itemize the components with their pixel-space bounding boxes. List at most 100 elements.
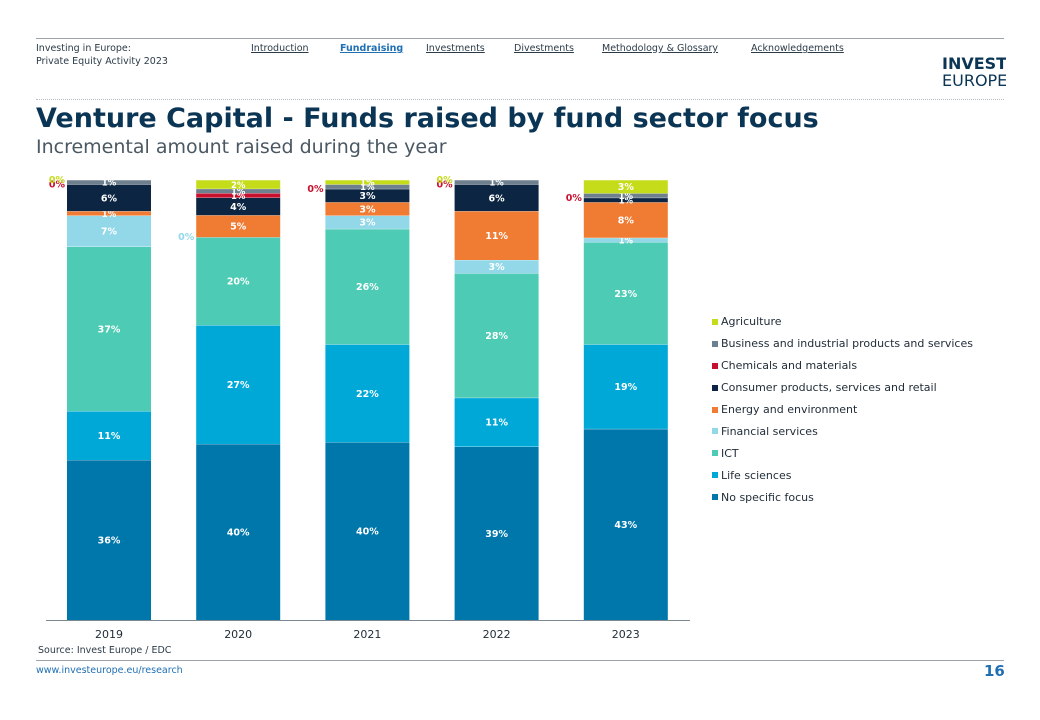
data-label: 22% [356, 389, 379, 400]
legend-label: No specific focus [721, 490, 814, 504]
legend-swatch [712, 384, 718, 391]
bar-segment [454, 446, 539, 620]
bar-segment [454, 397, 539, 447]
footer-rule [36, 660, 1004, 661]
bar-segment [325, 442, 410, 620]
legend-item: Consumer products, services and retail [712, 377, 973, 399]
data-label: 11% [485, 231, 508, 242]
legend-swatch [712, 340, 718, 347]
bar-segment [583, 237, 668, 243]
bar-segment [67, 211, 151, 216]
data-label: 0% [49, 175, 66, 186]
bar-segment [325, 344, 410, 443]
data-label: 0% [178, 232, 195, 243]
legend-item: Chemicals and materials [712, 355, 973, 377]
chart-legend: Agriculture Business and industrial produ… [712, 311, 973, 508]
data-label: 6% [489, 193, 506, 204]
legend-item: No specific focus [712, 486, 973, 508]
bar-segment [583, 344, 668, 429]
legend-label: Financial services [721, 424, 818, 438]
data-label: 1% [619, 192, 634, 202]
nav-introduction[interactable]: Introduction [251, 43, 309, 54]
bar-segment [67, 460, 151, 620]
data-label: 40% [356, 527, 379, 538]
data-label: 3% [359, 218, 376, 229]
data-label: 39% [485, 529, 508, 540]
bar-segment [196, 180, 281, 189]
data-label: 2% [231, 181, 246, 191]
data-label: 3% [359, 191, 376, 202]
data-label: 28% [485, 331, 508, 342]
legend-swatch [712, 362, 718, 369]
bar-segment [196, 444, 281, 620]
data-label: 43% [614, 520, 637, 531]
bar-segment [325, 228, 410, 345]
bar-segment [583, 180, 668, 194]
bar-segment [583, 202, 668, 238]
nav-investments[interactable]: Investments [426, 43, 485, 54]
data-label: 11% [485, 418, 508, 429]
data-label: 1% [231, 192, 246, 202]
data-label: 1% [360, 183, 375, 193]
data-label: 0% [437, 175, 454, 186]
page-subtitle: Incremental amount raised during the yea… [36, 136, 447, 158]
x-tick-label: 2022 [483, 628, 511, 641]
data-label: 0% [437, 179, 454, 190]
bar-segment [454, 184, 539, 212]
data-label: 0% [307, 184, 324, 195]
data-label: 40% [227, 528, 250, 539]
bar-segment [583, 197, 668, 203]
bar-segment [196, 197, 281, 216]
source-note: Source: Invest Europe / EDC [38, 645, 172, 656]
bar-segment [67, 184, 151, 212]
document-title: Investing in Europe: Private Equity Acti… [36, 42, 168, 68]
bar-segment [196, 237, 281, 326]
legend-swatch [712, 406, 718, 413]
footer-research-link[interactable]: www.investeurope.eu/research [36, 665, 183, 676]
x-tick-label: 2021 [353, 628, 381, 641]
bar-segment [454, 211, 539, 260]
bar-segment [325, 202, 410, 216]
data-label: 1% [619, 197, 634, 207]
data-label: 1% [102, 210, 117, 220]
legend-item: Agriculture [712, 311, 973, 333]
bar-segment [196, 325, 281, 444]
legend-item: Business and industrial products and ser… [712, 333, 973, 355]
bar-segment [325, 188, 410, 203]
data-label: 8% [618, 216, 635, 227]
bar-segment [196, 193, 281, 198]
stacked-bar-chart: 36% 11% 37% 7% 1% 6% 0% 1% 0% 2019 40% 27% 20% 0% 5% 4%… [46, 175, 690, 641]
bar-segment [583, 193, 668, 198]
data-label: 5% [230, 222, 247, 233]
legend-label: Chemicals and materials [721, 359, 858, 373]
data-label: 0% [566, 193, 583, 204]
nav-methodology-glossary[interactable]: Methodology & Glossary [602, 43, 719, 54]
data-label: 6% [101, 193, 118, 204]
bar-segment [67, 215, 151, 247]
legend-item: Financial services [712, 420, 973, 442]
nav-fundraising[interactable]: Fundraising [340, 43, 404, 54]
x-tick-label: 2019 [95, 628, 123, 641]
invest-europe-logo: INVEST EUROPE [940, 52, 1007, 92]
legend-label: Energy and environment [721, 403, 858, 416]
data-label: 1% [360, 179, 375, 189]
data-label: 26% [356, 282, 379, 293]
bar-segment [454, 273, 539, 398]
data-label: 1% [489, 179, 504, 189]
bar-segment [325, 215, 410, 229]
data-label: 1% [231, 188, 246, 198]
legend-label: Business and industrial products and ser… [721, 337, 973, 351]
data-label: 4% [230, 202, 247, 213]
nav-acknowledgements[interactable]: Acknowledgements [751, 43, 844, 54]
data-label: 3% [359, 204, 376, 215]
data-label: 23% [614, 289, 637, 300]
x-tick-label: 2023 [612, 628, 640, 641]
legend-swatch [712, 450, 718, 457]
page-number: 16 [984, 662, 1005, 680]
document-title-line2: Private Equity Activity 2023 [36, 56, 168, 67]
legend-item: ICT [712, 442, 973, 464]
document-title-line1: Investing in Europe: [36, 43, 131, 54]
data-label: 37% [98, 324, 121, 335]
data-label: 7% [101, 227, 118, 238]
nav-divestments[interactable]: Divestments [514, 43, 574, 54]
